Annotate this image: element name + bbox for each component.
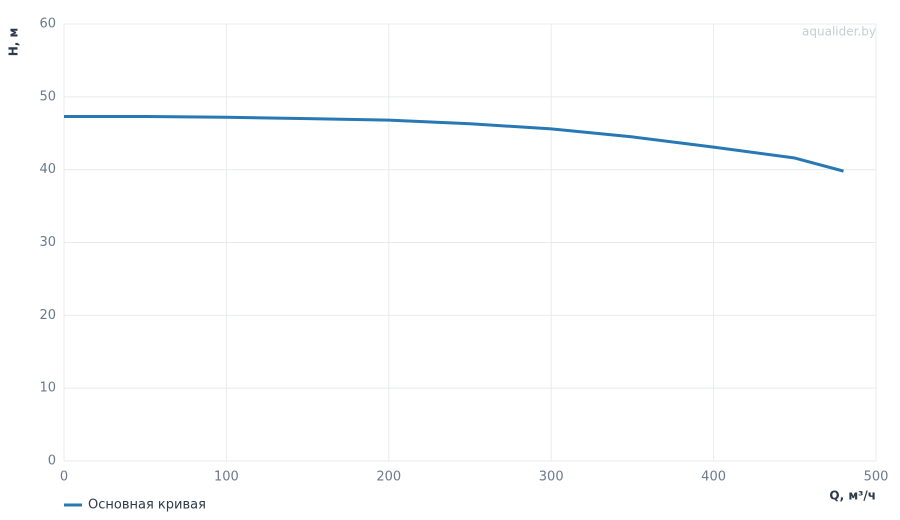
legend-label: Основная кривая xyxy=(88,498,206,513)
x-tick-label: 300 xyxy=(539,470,564,485)
x-tick-label: 500 xyxy=(864,470,889,485)
x-tick-label: 400 xyxy=(701,470,726,485)
watermark: aqualider.by xyxy=(802,25,876,39)
y-tick-label: 0 xyxy=(48,454,56,469)
x-tick-label: 100 xyxy=(214,470,239,485)
y-tick-label: 30 xyxy=(39,235,56,250)
data-line xyxy=(64,114,844,173)
y-tick-label: 50 xyxy=(39,89,56,104)
y-tick-label: 60 xyxy=(39,17,56,32)
y-tick-label: 20 xyxy=(39,308,56,323)
x-axis-title: Q, м³/ч xyxy=(829,489,876,503)
y-tick-label: 40 xyxy=(39,162,56,177)
x-tick-label: 200 xyxy=(376,470,401,485)
y-tick-label: 10 xyxy=(39,381,56,396)
y-axis-title: H, м xyxy=(7,28,21,57)
x-tick-label: 0 xyxy=(60,470,68,485)
